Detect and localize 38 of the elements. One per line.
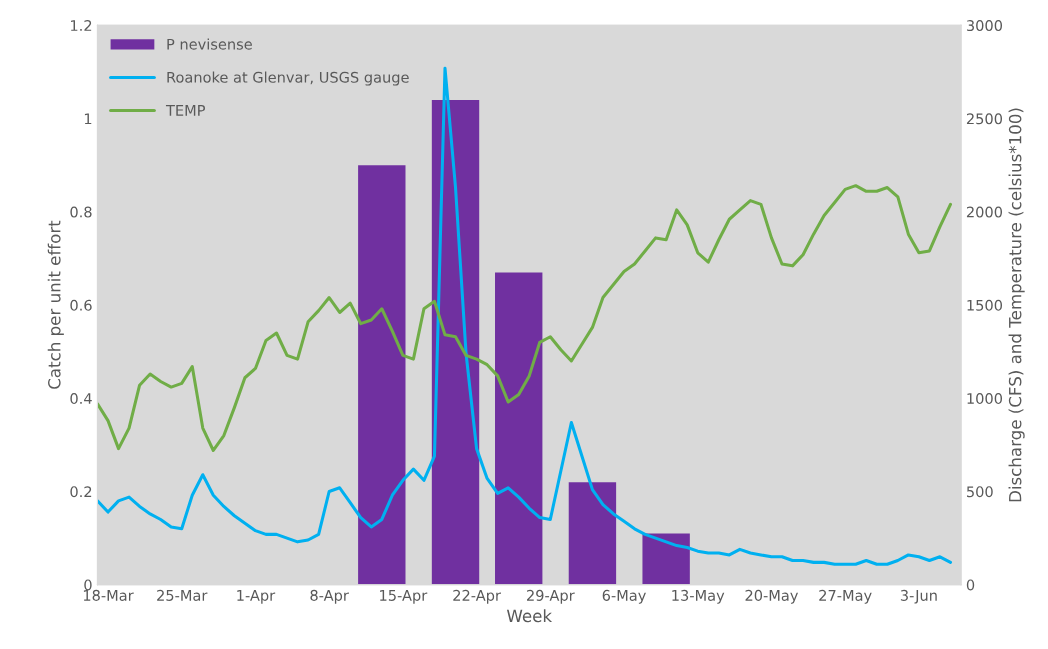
x-tick-label: 29-Apr: [527, 589, 575, 604]
y-tick-label: 0.4: [70, 392, 92, 405]
y-tick-label: 0: [84, 579, 92, 591]
line-series: [97, 184, 953, 453]
x-axis-title: Week: [506, 609, 553, 623]
y-axis-title: Catch per unit effort: [47, 220, 64, 389]
y-tick-label: 1: [84, 113, 92, 125]
y-tick-label: 0.6: [70, 299, 92, 311]
bar: [642, 533, 690, 585]
x-tick-label: 15-Apr: [380, 590, 428, 604]
x-tick-label: 25-Mar: [157, 589, 208, 601]
y2-tick-label: 0: [966, 579, 975, 591]
x-tick-label: 3-Jun: [900, 589, 937, 604]
line-series: [97, 66, 953, 566]
y2-tick-label: 500: [967, 486, 993, 498]
x-tick-label: 13-May: [672, 589, 725, 604]
y2-tick-label: 1000: [967, 392, 1003, 405]
y-tick-label: 0.8: [70, 206, 92, 218]
legend-label: TEMP: [165, 105, 206, 116]
y-tick-label: 1.2: [71, 20, 92, 31]
y2-tick-label: 2500: [966, 113, 1003, 125]
x-tick-label: 27-May: [819, 589, 872, 604]
y2-tick-label: 3000: [966, 20, 1003, 32]
bar: [568, 482, 617, 585]
x-tick-label: 8-Apr: [310, 589, 349, 604]
bar: [358, 165, 406, 585]
y2-tick-label: 2000: [966, 206, 1003, 218]
x-tick-label: 18-Mar: [83, 589, 134, 601]
y2-axis-title: Discharge (CFS) and Temperature (celsius*100): [1008, 108, 1025, 502]
x-tick-label: 20-May: [745, 589, 799, 604]
x-tick-label: 6-May: [602, 589, 646, 604]
x-tick-label: 22-Apr: [453, 589, 501, 604]
y-tick-label: 0.2: [70, 486, 92, 498]
x-tick-label: 1-Apr: [237, 590, 276, 604]
legend-label: Roanoke at Glenvar, USGS gauge: [167, 71, 409, 86]
y2-tick-label: 1500: [967, 299, 1003, 311]
legend-label: P nevisense: [167, 38, 252, 50]
bar: [495, 272, 543, 585]
